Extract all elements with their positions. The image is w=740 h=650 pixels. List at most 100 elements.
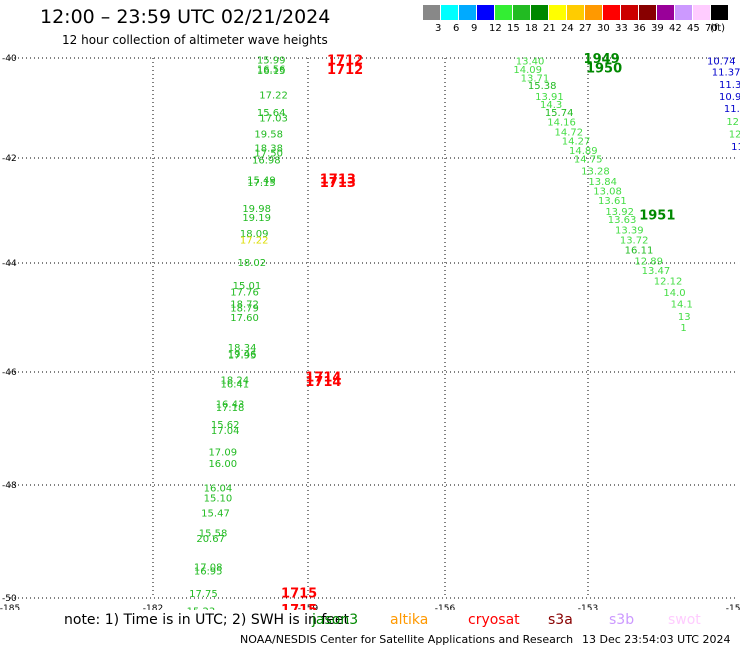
legend-swatch [495, 5, 512, 20]
legend-label: 36 [633, 23, 646, 34]
wave-height-label: 18.09 [240, 229, 269, 240]
wave-height-label: 19.98 [242, 204, 271, 215]
satellite-label-s3b: s3b [609, 612, 635, 628]
wave-height-label: 14.72 [555, 127, 584, 138]
altimeter-map: -40 -42 -44 -46 -48 -50-185 -182 -159 -156 -153 -1… [0, 52, 740, 610]
satellite-label-altika: altika [390, 612, 429, 628]
wave-height-label: 14.09 [513, 65, 542, 76]
legend-label: 6 [453, 23, 460, 34]
pass-time-label: 1712 [327, 54, 363, 69]
wave-height-label: 12.89 [634, 257, 663, 268]
page-title: 12:00 – 23:59 UTC 02/21/2024 [40, 6, 331, 28]
legend-swatch [549, 5, 566, 20]
wave-height-label: 18.02 [237, 258, 266, 269]
wave-height-label: 13.61 [598, 196, 627, 207]
legend-label: 45 [687, 23, 700, 34]
wave-height-label: 15.62 [211, 420, 240, 431]
wave-height-label: 15.99 [257, 56, 286, 67]
legend-label: 24 [561, 23, 574, 34]
legend-swatch [513, 5, 530, 20]
wave-height-label: 16.56 [257, 64, 286, 75]
legend-label: 3 [435, 23, 442, 34]
wave-height-label: 15.23 [187, 606, 216, 610]
wave-height-label: 1 [680, 323, 686, 334]
legend-label: 70 [705, 23, 718, 34]
wave-height-label: 16.41 [221, 380, 250, 391]
wave-height-label: 16.04 [204, 483, 233, 494]
lon-tick-label: -185 [0, 604, 20, 610]
legend-label: 15 [507, 23, 520, 34]
wave-height-label: 15.64 [257, 108, 286, 119]
wave-height-label: 11 [731, 142, 740, 153]
legend-swatch [657, 5, 674, 20]
wave-height-label: 17.95 [228, 350, 257, 361]
wave-height-label: 15.10 [204, 494, 233, 505]
wave-height-label: 12 [726, 117, 739, 128]
legend-swatch [675, 5, 692, 20]
legend-swatch [621, 5, 638, 20]
pass-time-label: 1715 [281, 603, 317, 610]
wave-height-label: 18.72 [230, 300, 259, 311]
wave-height-label: 15.58 [199, 529, 228, 540]
satellite-label-cryosat: cryosat [468, 612, 520, 628]
wave-height-label: 17.09 [208, 448, 237, 459]
wave-height-label: 16.00 [208, 459, 237, 470]
legend-label: 33 [615, 23, 628, 34]
legend-label: 21 [543, 23, 556, 34]
wave-height-label: 17.75 [189, 589, 218, 600]
legend-label: 27 [579, 23, 592, 34]
wave-height-label: 11.0 [724, 104, 740, 115]
legend-swatch [567, 5, 584, 20]
wave-height-label: 15.74 [545, 108, 574, 119]
wave-height-label: 18.24 [221, 375, 250, 386]
wave-height-label: 13.28 [581, 166, 610, 177]
legend-swatch [585, 5, 602, 20]
wave-height-label: 12.12 [654, 276, 683, 287]
wave-height-label: 13.92 [605, 207, 634, 218]
lat-tick-label: -50 [2, 594, 17, 604]
wave-height-label: 12 [729, 130, 740, 141]
footer-timestamp: 13 Dec 23:54:03 UTC 2024 [582, 633, 731, 646]
wave-height-label: 17.15 [247, 178, 276, 189]
lat-tick-label: -46 [2, 368, 17, 378]
wave-height-label: 14.0 [663, 288, 685, 299]
legend-swatch [423, 5, 440, 20]
lat-tick-label: -42 [2, 154, 17, 164]
wave-height-label: 18.38 [254, 144, 283, 155]
wave-height-label: 15.01 [233, 281, 262, 292]
legend-swatch [693, 5, 710, 20]
wave-height-label: 16.95 [194, 566, 223, 577]
pass-time-label: 1714 [305, 375, 341, 390]
wave-height-label: 17.60 [230, 313, 259, 324]
legend-swatch [639, 5, 656, 20]
legend-label: 18 [525, 23, 538, 34]
lat-tick-label: -40 [2, 54, 17, 64]
legend-swatch [711, 5, 728, 20]
note-text: note: 1) Time is in UTC; 2) SWH is in fe… [64, 612, 350, 628]
pass-time-label: 1950 [586, 62, 622, 77]
pass-time-label: 1951 [639, 209, 675, 224]
legend-unit: (ft) [710, 23, 726, 34]
wave-height-label: 13.84 [588, 177, 617, 188]
wave-height-label: 13.71 [521, 73, 550, 84]
wave-height-label: 10.90 [719, 92, 740, 103]
wave-height-label: 13.08 [593, 186, 622, 197]
legend-swatch [477, 5, 494, 20]
wave-height-label: 17.04 [211, 426, 240, 437]
wave-height-label: 20.67 [196, 534, 225, 545]
satellite-label-swot: swot [668, 612, 701, 628]
wave-height-label: 13.63 [608, 215, 637, 226]
wave-height-label: 17.08 [194, 563, 223, 574]
wave-height-label: 13.91 [535, 92, 564, 103]
wave-height-label: 13 [678, 312, 691, 323]
wave-height-label: 14.16 [547, 118, 576, 129]
legend-label: 9 [471, 23, 478, 34]
wave-height-label: 19.19 [242, 213, 271, 224]
wave-height-label: 13.40 [516, 57, 545, 68]
wave-height-label: 19.58 [254, 130, 283, 141]
legend-swatch [441, 5, 458, 20]
legend-label: 30 [597, 23, 610, 34]
legend-swatch [459, 5, 476, 20]
